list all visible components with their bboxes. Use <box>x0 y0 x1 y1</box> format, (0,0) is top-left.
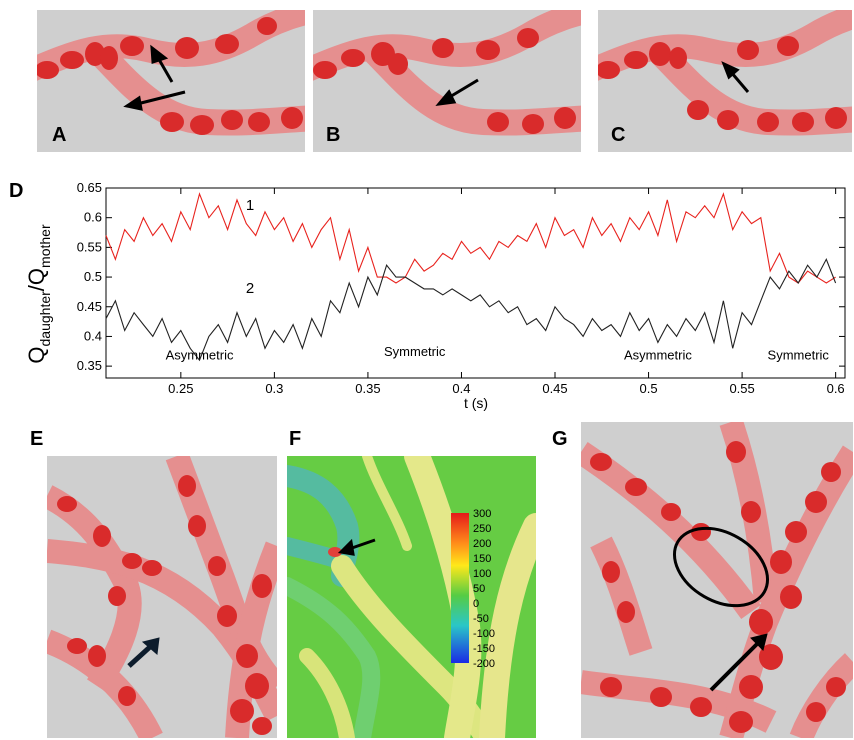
panel-f-contour-render: 300 250 200 150 100 50 0 -50 -100 -150 -200 <box>287 456 536 738</box>
x-tick-label: 0.35 <box>355 381 380 396</box>
panel-b-image <box>313 10 581 152</box>
regime-annotation: Symmetric <box>768 348 830 363</box>
y-tick-label: 0.35 <box>77 358 102 373</box>
panel-c-vessel-render <box>598 10 852 152</box>
highlight-ellipse <box>672 526 770 608</box>
colorbar-tick-label: -200 <box>473 658 495 670</box>
x-tick-label: 0.45 <box>542 381 567 396</box>
colorbar-tick-labels: 300 250 200 150 100 50 0 -50 -100 -150 -200 <box>473 508 495 670</box>
panel-d-label: D <box>9 180 24 202</box>
chart-ylabel-sub1: daughter <box>37 291 53 347</box>
chart-ylabel-main: Q <box>24 346 49 363</box>
y-tick-label: 0.55 <box>77 239 102 254</box>
x-tick-label: 0.3 <box>265 381 283 396</box>
colorbar-tick-label: 150 <box>473 553 491 565</box>
panel-b-vessel-render <box>313 10 581 152</box>
regime-annotation: Asymmetric <box>624 348 692 363</box>
y-tick-label: 0.4 <box>84 328 102 343</box>
panel-a-label: A <box>52 124 67 146</box>
panel-g-vessel-render <box>581 422 853 738</box>
panel-g-image <box>581 422 853 738</box>
x-tick-label: 0.25 <box>168 381 193 396</box>
colorbar-tick-label: -50 <box>473 613 489 625</box>
x-tick-label: 0.5 <box>640 381 658 396</box>
series-1-line <box>105 192 836 284</box>
colorbar-tick-label: -150 <box>473 643 495 655</box>
y-tick-label: 0.45 <box>77 299 102 314</box>
y-tick-label: 0.6 <box>84 210 102 225</box>
x-tick-label: 0.55 <box>729 381 754 396</box>
panel-e-label: E <box>30 428 44 450</box>
panel-b-label: B <box>326 124 341 146</box>
chart-xlabel: t (s) <box>464 395 488 411</box>
curve-label: 2 <box>246 280 254 297</box>
colorbar-tick-label: -100 <box>473 628 495 640</box>
panel-g-label: G <box>552 428 568 450</box>
regime-annotation: Asymmetric <box>166 348 234 363</box>
x-tick-label: 0.4 <box>452 381 470 396</box>
panel-a-vessel-render <box>37 10 305 152</box>
chart-ylabel-sub2: mother <box>37 224 53 268</box>
chart-ylabel: Qdaughter/Qmother <box>24 224 53 364</box>
panel-c-image <box>598 10 852 152</box>
panel-d-chart: Qdaughter/Qmother t (s) 0.25 0.3 0.35 0.4 0.… <box>0 176 854 412</box>
colorbar-tick-label: 50 <box>473 583 485 595</box>
colorbar-gradient <box>451 513 469 663</box>
y-tick-label: 0.5 <box>84 269 102 284</box>
panel-f-image: 300 250 200 150 100 50 0 -50 -100 -150 -200 <box>287 456 536 738</box>
panel-f-label: F <box>289 428 302 450</box>
colorbar-tick-label: 100 <box>473 568 491 580</box>
colorbar-tick-label: 200 <box>473 538 491 550</box>
panel-a-image <box>37 10 305 152</box>
series-2-line <box>105 257 837 362</box>
y-tick-label: 0.65 <box>77 180 102 195</box>
chart-ylabel-sep: /Q <box>24 268 49 291</box>
colorbar-tick-label: 300 <box>473 508 491 520</box>
panel-e-vessel-render <box>47 456 277 738</box>
colorbar-tick-label: 0 <box>473 598 479 610</box>
panel-e-image <box>47 456 277 738</box>
colorbar-tick-label: 250 <box>473 523 491 535</box>
curve-label: 1 <box>246 197 254 214</box>
x-tick-label: 0.6 <box>827 381 845 396</box>
chart-plot-frame <box>105 187 846 379</box>
flow-ratio-line-chart: Qdaughter/Qmother t (s) 0.25 0.3 0.35 0.4 0.… <box>24 180 846 411</box>
panel-c-label: C <box>611 124 626 146</box>
regime-annotation: Symmetric <box>384 344 446 359</box>
